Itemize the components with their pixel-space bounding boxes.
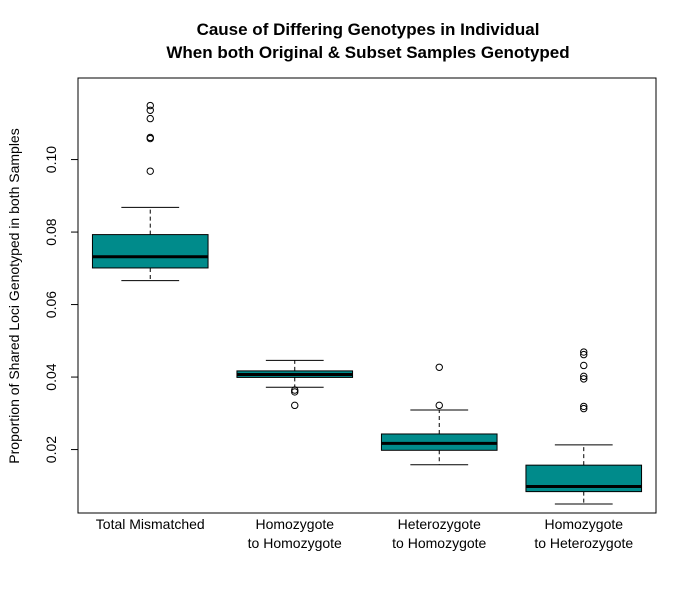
iqr-box <box>91 234 209 269</box>
chart-title: Cause of Differing Genotypes in Individu… <box>197 20 540 39</box>
box-4 <box>525 348 643 505</box>
outlier-point <box>146 106 154 114</box>
outlier-point <box>580 372 588 381</box>
x-tick-label: Homozygote <box>255 516 334 532</box>
outlier-point <box>580 402 588 411</box>
outlier-point <box>146 134 154 143</box>
y-tick-label: 0.02 <box>43 436 59 463</box>
box-3 <box>380 363 498 466</box>
box-2 <box>236 359 354 410</box>
outlier-point <box>580 404 588 413</box>
x-tick-label: to Homozygote <box>248 535 342 551</box>
outlier-point <box>580 350 588 359</box>
chart-subtitle: When both Original & Subset Samples Geno… <box>166 43 569 62</box>
outlier-point <box>291 388 299 396</box>
y-axis-label: Proportion of Shared Loci Genotyped in b… <box>6 128 22 463</box>
outlier-point <box>435 363 443 371</box>
y-tick-label: 0.10 <box>43 146 59 173</box>
plot-frame <box>77 77 657 514</box>
outlier-point <box>580 375 588 383</box>
y-tick-label: 0.06 <box>43 291 59 318</box>
y-tick-label: 0.04 <box>43 363 59 390</box>
outlier-point <box>435 401 443 410</box>
x-tick-label: Heterozygote <box>398 516 481 532</box>
outlier-point <box>146 101 154 110</box>
outlier-point <box>580 361 588 370</box>
x-axis-labels: Total Mismatched Homozygote to Homozygote H… <box>96 516 634 551</box>
outlier-point <box>291 401 299 410</box>
x-tick-label: Total Mismatched <box>96 516 205 532</box>
y-axis: 0.02 0.04 0.06 0.08 0.10 <box>43 146 79 463</box>
y-tick-label: 0.08 <box>43 218 59 245</box>
outlier-point <box>580 348 588 356</box>
x-tick-label: to Homozygote <box>392 535 486 551</box>
outlier-point <box>146 114 154 123</box>
boxes-group <box>91 101 643 505</box>
box-1 <box>91 101 209 282</box>
x-tick-label: Homozygote <box>544 516 623 532</box>
outlier-point <box>146 167 154 175</box>
x-tick-label: to Heterozygote <box>534 535 633 551</box>
